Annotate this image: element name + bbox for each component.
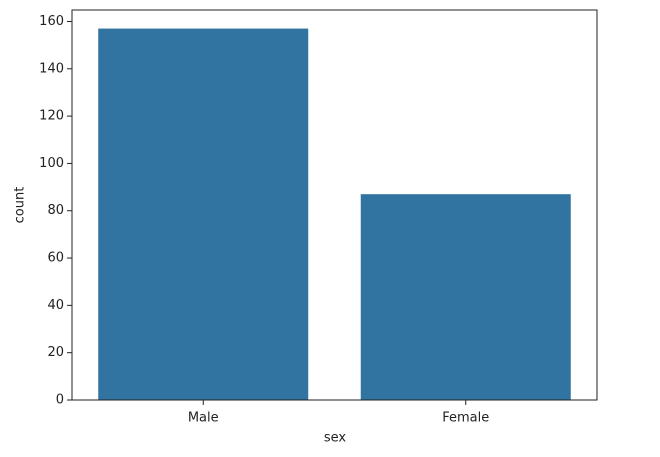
y-tick-label: 60 [47,251,64,266]
y-tick-label: 100 [39,156,64,171]
x-axis-label: sex [324,431,347,446]
bar [98,28,309,400]
y-tick-label: 0 [56,393,64,408]
y-tick-label: 40 [47,298,64,313]
y-tick-label: 20 [47,345,64,360]
bar [360,194,571,400]
y-tick-label: 160 [39,14,64,29]
y-axis-label: count [13,187,28,224]
x-tick-label: Male [188,411,219,426]
y-tick-label: 120 [39,109,64,124]
y-tick-label: 140 [39,61,64,76]
x-tick-label: Female [442,411,489,426]
y-tick-label: 80 [47,203,64,218]
plot-frame [71,9,598,401]
